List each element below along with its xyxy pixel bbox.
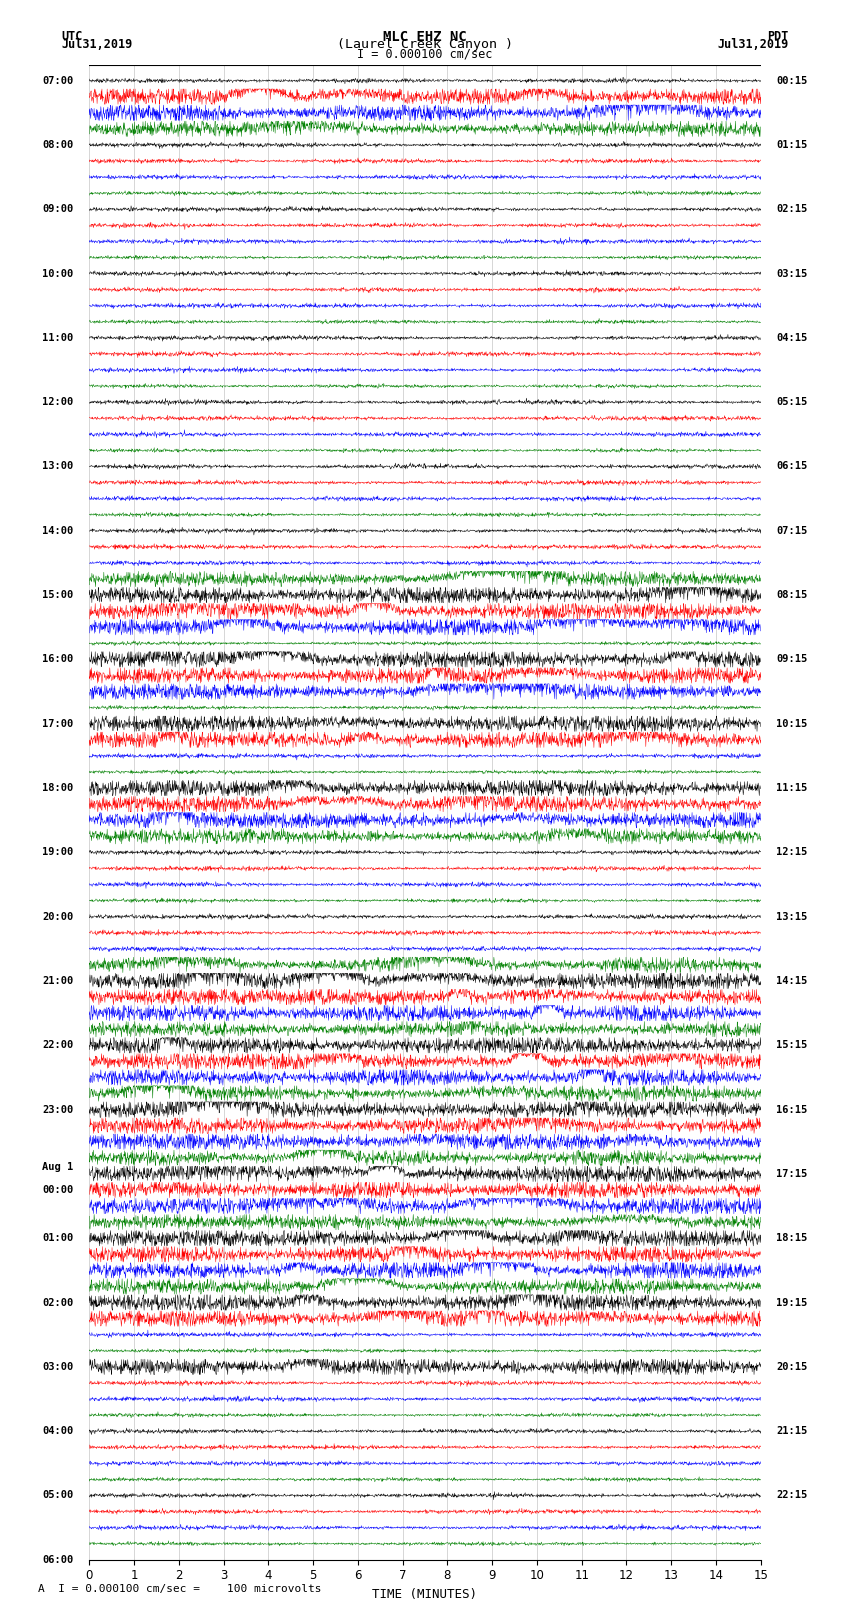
Text: 09:00: 09:00 (42, 205, 74, 215)
Text: 18:00: 18:00 (42, 782, 74, 794)
Text: 05:00: 05:00 (42, 1490, 74, 1500)
Text: 02:00: 02:00 (42, 1297, 74, 1308)
Text: 07:15: 07:15 (776, 526, 808, 536)
Text: 13:15: 13:15 (776, 911, 808, 921)
Text: 03:00: 03:00 (42, 1361, 74, 1371)
Text: 03:15: 03:15 (776, 268, 808, 279)
Text: MLC EHZ NC: MLC EHZ NC (383, 31, 467, 44)
Text: 12:00: 12:00 (42, 397, 74, 406)
Text: I = 0.000100 cm/sec: I = 0.000100 cm/sec (357, 47, 493, 60)
Text: 12:15: 12:15 (776, 847, 808, 858)
Text: Aug 1: Aug 1 (42, 1161, 74, 1171)
Text: 05:15: 05:15 (776, 397, 808, 406)
Text: 16:15: 16:15 (776, 1105, 808, 1115)
X-axis label: TIME (MINUTES): TIME (MINUTES) (372, 1589, 478, 1602)
Text: 14:00: 14:00 (42, 526, 74, 536)
Text: 22:00: 22:00 (42, 1040, 74, 1050)
Text: 17:15: 17:15 (776, 1169, 808, 1179)
Text: 07:00: 07:00 (42, 76, 74, 85)
Text: 19:15: 19:15 (776, 1297, 808, 1308)
Text: 11:15: 11:15 (776, 782, 808, 794)
Text: 22:15: 22:15 (776, 1490, 808, 1500)
Text: 20:00: 20:00 (42, 911, 74, 921)
Text: 04:00: 04:00 (42, 1426, 74, 1436)
Text: 10:15: 10:15 (776, 719, 808, 729)
Text: 00:15: 00:15 (776, 76, 808, 85)
Text: 02:15: 02:15 (776, 205, 808, 215)
Text: 21:15: 21:15 (776, 1426, 808, 1436)
Text: 08:15: 08:15 (776, 590, 808, 600)
Text: 23:00: 23:00 (42, 1105, 74, 1115)
Text: 16:00: 16:00 (42, 655, 74, 665)
Text: 06:15: 06:15 (776, 461, 808, 471)
Text: 18:15: 18:15 (776, 1234, 808, 1244)
Text: 17:00: 17:00 (42, 719, 74, 729)
Text: 19:00: 19:00 (42, 847, 74, 858)
Text: A  I = 0.000100 cm/sec =    100 microvolts: A I = 0.000100 cm/sec = 100 microvolts (38, 1584, 322, 1594)
Text: Jul31,2019: Jul31,2019 (717, 39, 789, 52)
Text: 15:15: 15:15 (776, 1040, 808, 1050)
Text: 15:00: 15:00 (42, 590, 74, 600)
Text: PDT: PDT (768, 31, 789, 44)
Text: (Laurel Creek Canyon ): (Laurel Creek Canyon ) (337, 39, 513, 52)
Text: 09:15: 09:15 (776, 655, 808, 665)
Text: 04:15: 04:15 (776, 332, 808, 344)
Text: 13:00: 13:00 (42, 461, 74, 471)
Text: 11:00: 11:00 (42, 332, 74, 344)
Text: UTC: UTC (61, 31, 82, 44)
Text: 10:00: 10:00 (42, 268, 74, 279)
Text: 21:00: 21:00 (42, 976, 74, 986)
Text: 06:00: 06:00 (42, 1555, 74, 1565)
Text: 20:15: 20:15 (776, 1361, 808, 1371)
Text: 08:00: 08:00 (42, 140, 74, 150)
Text: Jul31,2019: Jul31,2019 (61, 39, 133, 52)
Text: 00:00: 00:00 (42, 1186, 74, 1195)
Text: 01:15: 01:15 (776, 140, 808, 150)
Text: 14:15: 14:15 (776, 976, 808, 986)
Text: 01:00: 01:00 (42, 1234, 74, 1244)
